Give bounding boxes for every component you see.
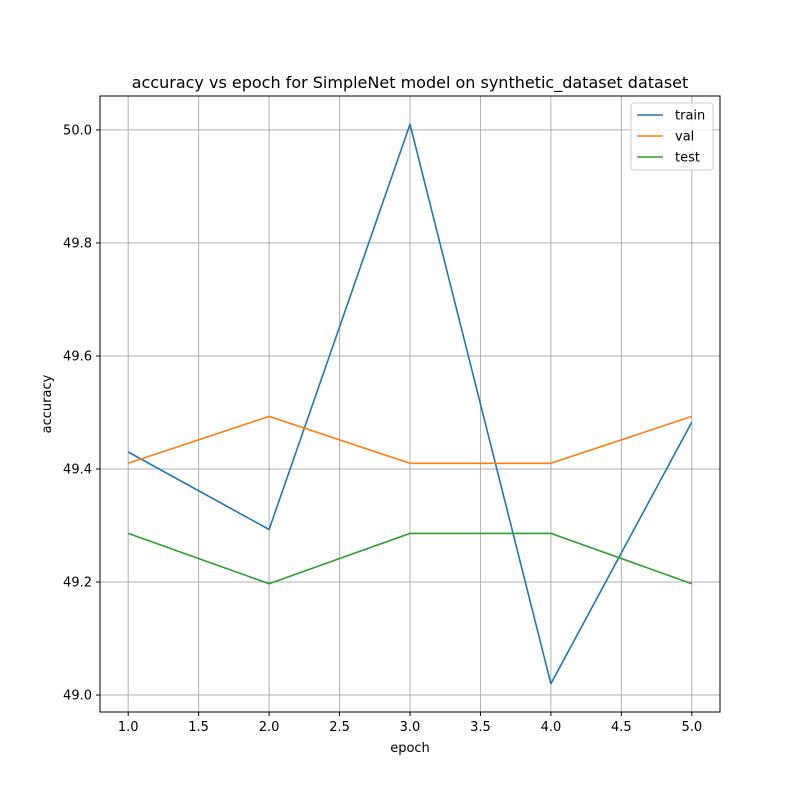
y-tick-label: 49.0 (63, 689, 92, 704)
series-line-val (127, 415, 693, 465)
series-line-test (127, 532, 693, 585)
legend-label-test: test (675, 151, 700, 166)
y-tick-label: 49.8 (63, 236, 92, 251)
x-tick-label: 3.5 (470, 720, 491, 735)
legend-label-train: train (675, 109, 705, 124)
y-tick-label: 49.6 (63, 349, 92, 364)
x-tick-label: 3.0 (400, 720, 421, 735)
series-lines (127, 123, 693, 685)
x-tick-label: 4.5 (611, 720, 632, 735)
grid (100, 96, 720, 712)
x-tick-label: 1.5 (188, 720, 209, 735)
x-axis-label: epoch (390, 741, 430, 756)
y-tick-label: 49.2 (63, 576, 92, 591)
y-axis-label: accuracy (40, 374, 55, 433)
x-tick-label: 5.0 (681, 720, 702, 735)
x-tick-label: 4.0 (541, 720, 562, 735)
x-tick-label: 1.0 (118, 720, 139, 735)
axis-ticks: 1.0 1.5 2.0 2.5 3.0 3.5 4.0 4.5 5.0 49.0 49.2 49.4 4… (63, 123, 702, 735)
x-tick-label: 2.5 (329, 720, 350, 735)
y-tick-label: 50.0 (63, 123, 92, 138)
x-tick-label: 2.0 (259, 720, 280, 735)
legend-label-val: val (675, 130, 694, 145)
legend-box (630, 102, 714, 171)
series-line-train (127, 123, 693, 685)
y-tick-label: 49.4 (63, 462, 92, 477)
legend: train val test (630, 102, 714, 171)
chart-title: accuracy vs epoch for SimpleNet model on… (132, 73, 689, 93)
